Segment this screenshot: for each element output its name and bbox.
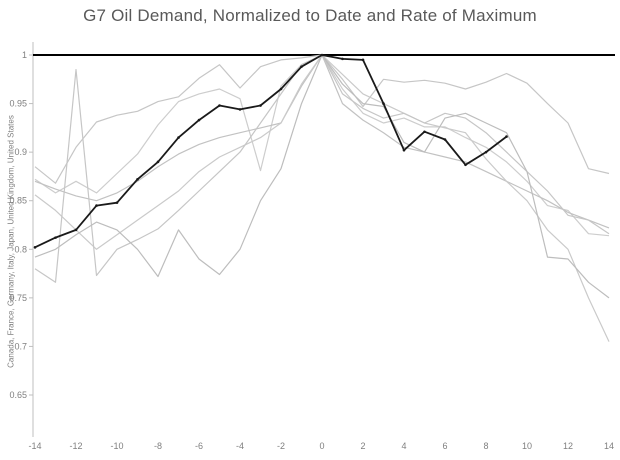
data-point-marker — [197, 118, 201, 122]
y-tick-label: 1 — [22, 50, 27, 60]
y-tick-label: 0.9 — [14, 147, 27, 157]
data-point-marker — [300, 65, 303, 68]
y-tick-label: 0.85 — [9, 196, 27, 206]
series-line-united-states — [34, 54, 508, 249]
data-point-marker — [33, 246, 37, 249]
data-point-marker — [402, 148, 406, 152]
chart-title: G7 Oil Demand, Normalized to Date and Ra… — [83, 6, 537, 25]
x-tick-label: 12 — [563, 441, 573, 451]
y-tick-label: 0.7 — [14, 341, 27, 351]
data-point-marker — [423, 130, 426, 134]
x-tick-label: -6 — [195, 441, 203, 451]
data-point-marker — [238, 108, 242, 111]
x-tick-label: -14 — [28, 441, 41, 451]
x-tick-label: 8 — [483, 441, 488, 451]
data-point-marker — [443, 138, 447, 141]
x-tick-label: -4 — [236, 441, 244, 451]
x-tick-label: -10 — [110, 441, 123, 451]
x-tick-label: 10 — [522, 441, 532, 451]
data-point-marker — [505, 135, 508, 138]
data-point-marker — [341, 57, 344, 61]
y-tick-label: 0.75 — [9, 293, 27, 303]
data-point-marker — [74, 228, 78, 232]
data-point-marker — [115, 201, 119, 204]
x-tick-label: 14 — [604, 441, 614, 451]
data-point-marker — [136, 178, 139, 181]
data-point-marker — [218, 104, 221, 107]
data-point-marker — [320, 53, 324, 57]
data-point-marker — [382, 102, 385, 105]
x-tick-label: 6 — [442, 441, 447, 451]
x-tick-label: 2 — [360, 441, 365, 451]
x-tick-label: 0 — [319, 441, 324, 451]
data-point-marker — [95, 204, 98, 207]
x-tick-label: -8 — [154, 441, 162, 451]
data-point-marker — [464, 163, 467, 167]
y-tick-label: 0.8 — [14, 244, 27, 254]
y-tick-label: 0.65 — [9, 390, 27, 400]
x-tick-label: -12 — [69, 441, 82, 451]
data-point-marker — [279, 87, 283, 91]
series-line-france — [34, 54, 610, 237]
series-line-japan — [34, 54, 610, 283]
series-line-united-kingdom — [34, 54, 610, 299]
x-tick-label: 4 — [401, 441, 406, 451]
data-point-marker — [177, 136, 180, 139]
y-tick-label: 0.95 — [9, 99, 27, 109]
data-point-marker — [156, 160, 160, 164]
x-tick-label: -2 — [277, 441, 285, 451]
data-point-marker — [259, 104, 262, 107]
data-point-marker — [484, 150, 488, 154]
data-point-marker — [54, 236, 57, 239]
data-point-marker — [361, 58, 365, 62]
